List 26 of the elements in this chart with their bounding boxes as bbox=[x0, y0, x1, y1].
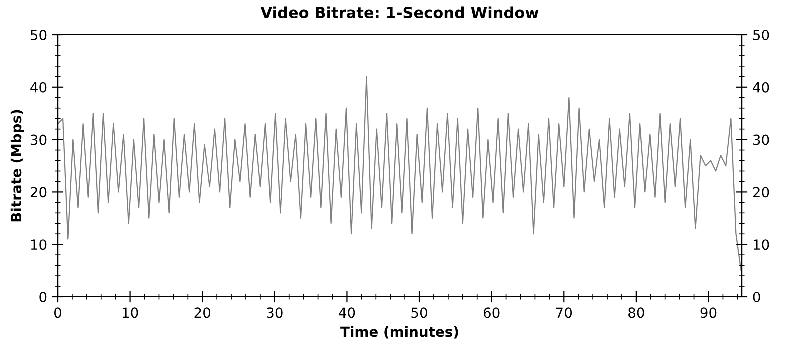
x-tick-label: 20 bbox=[194, 308, 211, 318]
x-tick-label: 40 bbox=[339, 308, 356, 318]
y2-tick-label: 50 bbox=[753, 30, 770, 40]
x-tick-label: 30 bbox=[267, 308, 283, 318]
y2-tick-label: 0 bbox=[753, 292, 760, 302]
y-tick-label: 40 bbox=[30, 82, 47, 93]
y-tick-label: 30 bbox=[30, 134, 47, 146]
x-tick-label: 70 bbox=[556, 308, 572, 318]
y2-tick-label: 10 bbox=[754, 240, 770, 250]
x-axis-title: Time (minutes) bbox=[340, 326, 458, 339]
chart-title: Video Bitrate: 1-Second Window bbox=[260, 6, 539, 19]
x-tick-label: 60 bbox=[484, 308, 500, 318]
x-tick-label: 90 bbox=[700, 308, 717, 318]
line-series bbox=[58, 76, 742, 272]
x-tick-label: 80 bbox=[628, 308, 644, 318]
y2-tick-label: 30 bbox=[753, 134, 770, 146]
y-tick-label: 0 bbox=[40, 292, 47, 302]
x-tick-label: 0 bbox=[54, 308, 62, 318]
y2-tick-label: 40 bbox=[753, 82, 770, 93]
y-tick-label: 20 bbox=[30, 187, 47, 198]
y-tick-label: 10 bbox=[31, 240, 47, 250]
y-axis-title: Bitrate (Mbps) bbox=[10, 110, 24, 222]
x-tick-label: 10 bbox=[122, 308, 138, 318]
y-tick-label: 50 bbox=[30, 30, 47, 40]
x-tick-label: 50 bbox=[412, 308, 428, 318]
y2-tick-label: 20 bbox=[753, 187, 770, 198]
